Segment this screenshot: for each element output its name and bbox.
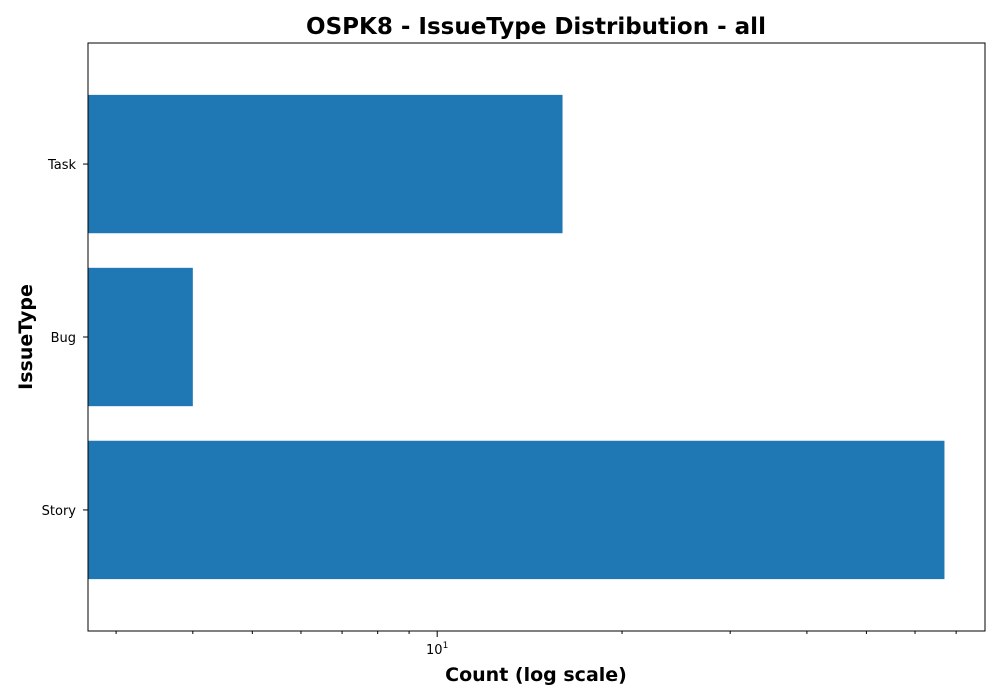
bars-layer (88, 94, 945, 580)
y-axis-label: IssueType (15, 284, 37, 390)
y-tick-label-task: Task (47, 158, 77, 173)
bar-story (88, 440, 945, 580)
y-tick-label-bug: Bug (51, 331, 76, 346)
chart-title: OSPK8 - IssueType Distribution - all (306, 14, 766, 40)
bar-bug (88, 267, 193, 407)
x-tick-label: 101 (426, 641, 448, 658)
bar-task (88, 94, 563, 234)
x-axis-label: Count (log scale) (445, 664, 627, 686)
ticks-layer: Story Bug Task 101 (42, 158, 957, 658)
y-tick-label-story: Story (42, 504, 77, 519)
